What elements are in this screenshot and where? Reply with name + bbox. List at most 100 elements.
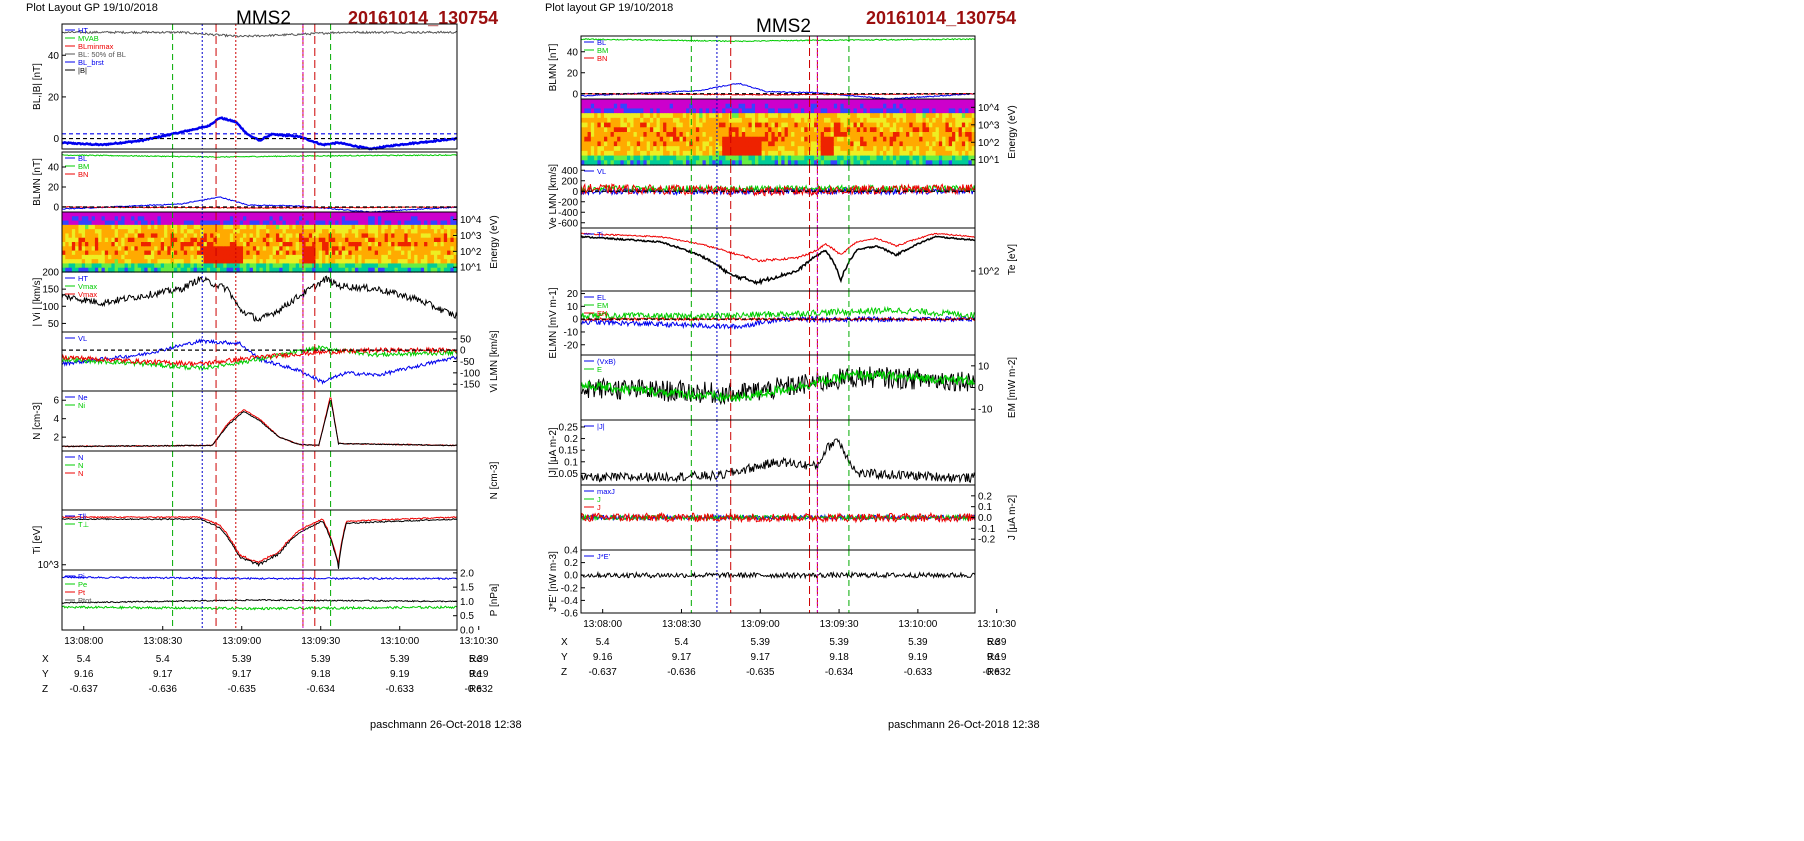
spectrogram-cell	[922, 155, 927, 161]
legend-label: Pi	[78, 572, 85, 581]
spectrogram-cell	[187, 242, 191, 247]
spectrogram-cell	[866, 150, 871, 157]
series-line-vn	[61, 346, 458, 367]
spectrogram-cell	[584, 127, 589, 133]
spectrogram-cell	[636, 146, 641, 152]
spectrogram-cell	[259, 242, 264, 247]
spectrogram-cell	[345, 237, 349, 243]
spectrogram-cell	[787, 99, 792, 105]
spectrogram-cell	[607, 122, 612, 128]
spectrogram-cell	[196, 259, 201, 265]
spectrogram-cell	[814, 155, 818, 161]
spectrogram-cell	[676, 108, 681, 114]
spectrogram-cell	[718, 103, 723, 110]
spectrogram-cell	[177, 233, 182, 239]
spectrogram-cell	[804, 108, 809, 114]
spectrogram-cell	[679, 136, 684, 143]
spectrogram-cell	[797, 160, 802, 166]
spectrogram-cell	[256, 246, 261, 252]
spectrogram-cell	[837, 103, 841, 110]
spectrogram-cell	[732, 99, 736, 105]
spectrogram-cell	[663, 155, 667, 161]
spectrogram-cell	[213, 229, 218, 235]
legend-label: BL	[597, 38, 606, 47]
spectrogram-cell	[65, 212, 70, 217]
spectrogram-cell	[437, 224, 442, 230]
spectrogram-cell	[443, 254, 448, 260]
y-tick-label: -200	[558, 197, 578, 208]
spectrogram-cell	[709, 113, 713, 119]
spectrogram-cell	[715, 127, 720, 133]
spectrogram-cell	[331, 259, 336, 265]
spectrogram-cell	[256, 267, 261, 273]
spectrogram-cell	[193, 267, 198, 273]
spectrogram-cell	[111, 254, 116, 260]
spectrogram-cell	[640, 127, 644, 133]
spectrogram-cell	[823, 160, 828, 166]
spectrogram-cell	[797, 127, 802, 133]
spectrogram-cell	[190, 254, 195, 260]
spectrogram-cell	[922, 113, 927, 119]
spectrogram-cell	[220, 224, 224, 230]
y-tick-label: 40	[567, 47, 579, 58]
ephemeris-value: 9.19	[469, 669, 489, 680]
spectrogram-cell	[127, 229, 132, 235]
spectrogram-cell	[804, 150, 809, 157]
spectrogram-cell	[860, 150, 864, 157]
spectrogram-cell	[147, 254, 152, 260]
spectrogram-cell	[203, 250, 208, 256]
y-tick-label: 0	[53, 134, 59, 145]
spectrogram-cell	[144, 216, 149, 222]
spectrogram-cell	[800, 132, 805, 138]
spectrogram-cell	[600, 99, 605, 105]
spectrogram-cell	[351, 250, 356, 256]
spectrogram-cell	[437, 246, 442, 252]
spectrogram-cell	[282, 259, 287, 265]
spectrogram-cell	[607, 146, 612, 152]
spectrogram-cell	[702, 136, 707, 143]
ephemeris-value: 5.39	[390, 654, 410, 665]
spectrogram-cell	[381, 224, 386, 230]
spectrogram-cell	[252, 250, 257, 256]
spectrogram-cell	[137, 254, 142, 260]
spectrogram-cell	[387, 246, 392, 252]
spectrogram-cell	[279, 216, 284, 222]
spectrogram-cell	[827, 136, 832, 143]
spectrogram-cell	[345, 220, 349, 226]
spectrogram-cell	[663, 127, 667, 133]
spectrogram-cell	[686, 103, 690, 110]
spectrogram-cell	[259, 229, 264, 235]
spectrogram-cell	[134, 220, 139, 226]
ephemeris-value: 5.39	[908, 637, 928, 648]
spectrogram-cell	[196, 212, 201, 217]
spectrogram-cell	[401, 224, 405, 230]
spectrogram-cell	[203, 216, 208, 222]
spectrogram-cell	[229, 267, 234, 273]
spectrogram-cell	[134, 233, 139, 239]
spectrogram-cell	[88, 267, 93, 273]
spectrogram-cell	[111, 259, 116, 265]
spectrogram-cell	[761, 160, 766, 166]
spectrogram-cell	[663, 150, 667, 157]
spectrogram-cell	[81, 233, 86, 239]
spectrogram-cell	[239, 263, 244, 269]
spectrogram-cell	[952, 146, 956, 152]
left-event-id: 20161014_130754	[348, 8, 499, 28]
spectrogram-cell	[965, 141, 970, 147]
spectrogram-cell	[837, 155, 841, 161]
spectrogram-cell	[850, 122, 855, 128]
spectrogram-cell	[348, 216, 353, 222]
spectrogram-cell	[952, 122, 956, 128]
spectrogram-cell	[364, 254, 369, 260]
spectrogram-cell	[65, 229, 70, 235]
spectrogram-cell	[141, 220, 145, 226]
spectrogram-cell	[633, 117, 638, 124]
spectrogram-cell	[669, 132, 674, 138]
spectrogram-cell	[220, 259, 224, 265]
spectrogram-cell	[663, 99, 667, 105]
spectrogram-cell	[88, 242, 93, 247]
spectrogram-cell	[584, 113, 589, 119]
spectrogram-cell	[912, 141, 917, 147]
spectrogram-cell	[157, 267, 162, 273]
spectrogram-cell	[450, 267, 455, 273]
